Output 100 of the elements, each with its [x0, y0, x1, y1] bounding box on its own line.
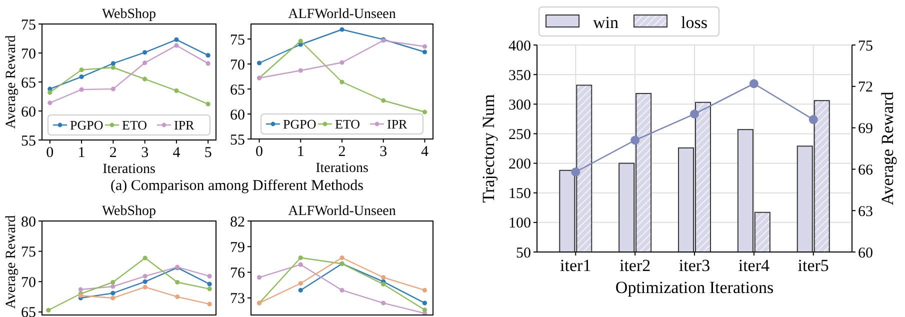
y-tick-label: 75	[230, 32, 245, 48]
x-tick-label: 3	[141, 145, 149, 161]
legend-label: IPR	[174, 118, 195, 133]
point	[690, 110, 699, 118]
y-tick-label: 82	[230, 214, 245, 230]
point	[110, 61, 116, 66]
point	[298, 255, 303, 260]
y-tick-label: 79	[230, 240, 245, 256]
point	[749, 79, 758, 88]
y-tick-label: 100	[508, 216, 531, 232]
point	[571, 167, 580, 176]
legend-label: IPR	[387, 116, 408, 132]
y-tick-label: 80	[21, 214, 36, 230]
legend-label: loss	[681, 12, 708, 32]
y2-tick-label: 69	[858, 121, 873, 138]
point	[630, 136, 640, 145]
y2-tick-label: 72	[858, 80, 873, 96]
point	[340, 80, 344, 84]
point	[142, 76, 148, 82]
y-tick-label: 70	[21, 274, 36, 291]
point	[110, 86, 116, 92]
point	[340, 255, 344, 260]
x-tick-label: 4	[420, 144, 429, 160]
point	[206, 102, 210, 106]
point	[78, 287, 83, 292]
y2-axis-title: Average Reward	[878, 91, 897, 206]
point	[79, 74, 84, 80]
y-tick-label: 55	[21, 133, 36, 150]
point	[298, 281, 303, 286]
y-tick-label: 70	[21, 46, 36, 62]
point	[142, 279, 148, 284]
y-tick-label: 60	[21, 104, 36, 120]
point	[79, 87, 84, 92]
x-tick-label: iter2	[619, 256, 651, 275]
point	[175, 294, 180, 300]
x-tick-label: iter4	[738, 256, 770, 275]
chart-title: ALFWorld-Unseen	[288, 7, 396, 22]
y2-tick-label: 66	[858, 162, 874, 178]
point	[142, 274, 148, 278]
y-tick-label: 200	[508, 156, 531, 173]
point	[48, 100, 52, 106]
y-tick-label: 300	[508, 97, 531, 114]
point	[110, 290, 116, 296]
point	[174, 37, 179, 42]
y2-tick-label: 75	[858, 38, 873, 54]
point	[381, 282, 386, 287]
point	[422, 50, 428, 54]
y-axis-title: Average Reward	[4, 35, 19, 129]
y-axis-title: Average Reward	[4, 215, 19, 309]
point	[207, 302, 212, 306]
point	[174, 88, 179, 93]
point	[256, 275, 262, 280]
y-axis-title: Trajectory Num	[479, 94, 498, 203]
point	[207, 286, 212, 292]
x-axis-title: Iterations	[316, 161, 368, 176]
point	[340, 27, 344, 32]
point	[808, 115, 818, 124]
point	[381, 300, 386, 306]
point	[110, 280, 116, 285]
x-tick-label: 2	[109, 145, 117, 161]
point	[46, 308, 51, 312]
x-tick-label: 3	[380, 144, 388, 160]
x-tick-label: 1	[296, 144, 304, 160]
x-tick-label: 0	[256, 144, 264, 160]
y-tick-label: 400	[508, 38, 531, 54]
y2-tick-label: 63	[858, 204, 873, 220]
x-tick-label: iter5	[798, 256, 829, 275]
point	[298, 38, 303, 44]
chart-title: WebShop	[102, 204, 156, 219]
point	[340, 288, 344, 293]
x-axis-title: Optimization Iterations	[615, 278, 774, 297]
point	[110, 65, 116, 70]
point	[340, 60, 344, 65]
legend-label: win	[593, 12, 619, 32]
x-tick-label: iter1	[560, 256, 592, 275]
x-tick-label: 0	[46, 145, 54, 161]
point	[175, 280, 180, 285]
point	[207, 274, 212, 278]
y-tick-label: 55	[230, 132, 245, 148]
y-tick-label: 60	[230, 107, 245, 124]
x-tick-label: 4	[172, 145, 181, 161]
point	[256, 60, 262, 66]
point	[422, 110, 428, 114]
x-tick-label: 5	[204, 145, 212, 161]
y-tick-label: 75	[21, 244, 36, 261]
y-tick-label: 350	[508, 68, 531, 84]
point	[207, 282, 212, 286]
text: (a) Comparison among Different Methods	[110, 178, 364, 194]
x-tick-label: 1	[78, 145, 86, 161]
point	[422, 300, 428, 306]
point	[142, 256, 148, 260]
point	[381, 98, 386, 103]
point	[110, 296, 116, 300]
y-tick-label: 150	[508, 186, 531, 202]
point	[298, 68, 303, 73]
point	[79, 68, 84, 72]
point	[422, 308, 428, 312]
y-tick-label: 250	[508, 126, 531, 143]
point	[206, 53, 210, 58]
y-tick-label: 65	[21, 305, 36, 317]
